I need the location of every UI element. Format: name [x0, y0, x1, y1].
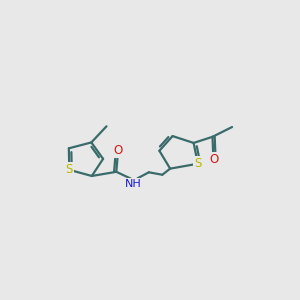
Text: S: S — [194, 157, 202, 170]
Text: NH: NH — [125, 179, 142, 189]
Text: O: O — [113, 144, 122, 157]
Text: O: O — [210, 153, 219, 166]
Text: S: S — [66, 164, 73, 176]
